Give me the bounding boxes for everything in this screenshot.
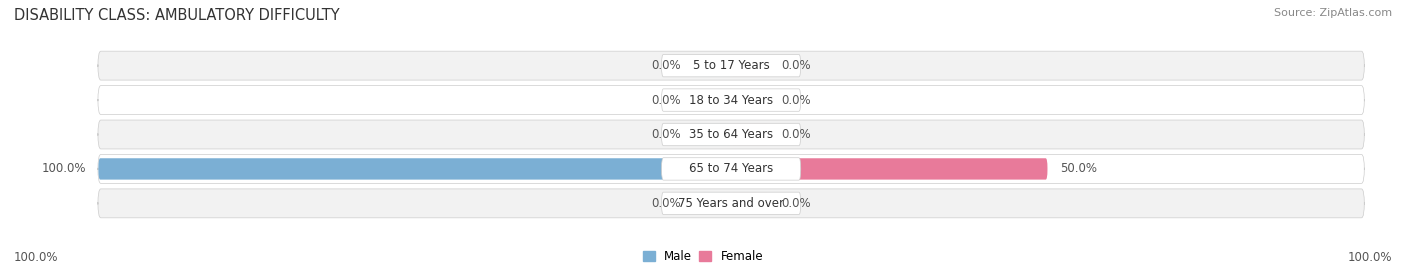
FancyBboxPatch shape (693, 89, 731, 111)
FancyBboxPatch shape (661, 123, 800, 146)
Text: 100.0%: 100.0% (41, 162, 86, 175)
Text: 0.0%: 0.0% (651, 59, 681, 72)
FancyBboxPatch shape (661, 158, 800, 180)
Text: 18 to 34 Years: 18 to 34 Years (689, 94, 773, 107)
FancyBboxPatch shape (731, 89, 769, 111)
FancyBboxPatch shape (661, 89, 800, 111)
Text: Source: ZipAtlas.com: Source: ZipAtlas.com (1274, 8, 1392, 18)
Text: 75 Years and over: 75 Years and over (678, 197, 785, 210)
FancyBboxPatch shape (731, 124, 769, 145)
FancyBboxPatch shape (98, 189, 1364, 218)
Text: 0.0%: 0.0% (782, 94, 811, 107)
FancyBboxPatch shape (693, 193, 731, 214)
Text: 0.0%: 0.0% (782, 197, 811, 210)
Text: 50.0%: 50.0% (1060, 162, 1097, 175)
FancyBboxPatch shape (98, 154, 1364, 183)
FancyBboxPatch shape (693, 124, 731, 145)
Text: 100.0%: 100.0% (14, 251, 59, 264)
FancyBboxPatch shape (693, 55, 731, 76)
Text: 0.0%: 0.0% (782, 59, 811, 72)
FancyBboxPatch shape (731, 158, 1047, 180)
FancyBboxPatch shape (731, 193, 769, 214)
FancyBboxPatch shape (98, 51, 1364, 80)
Text: 35 to 64 Years: 35 to 64 Years (689, 128, 773, 141)
Text: 65 to 74 Years: 65 to 74 Years (689, 162, 773, 175)
Text: 0.0%: 0.0% (651, 197, 681, 210)
FancyBboxPatch shape (98, 86, 1364, 115)
FancyBboxPatch shape (731, 55, 769, 76)
Text: 0.0%: 0.0% (651, 94, 681, 107)
FancyBboxPatch shape (661, 192, 800, 215)
Text: 0.0%: 0.0% (782, 128, 811, 141)
Text: 100.0%: 100.0% (1347, 251, 1392, 264)
Text: 0.0%: 0.0% (651, 128, 681, 141)
Text: 5 to 17 Years: 5 to 17 Years (693, 59, 769, 72)
Text: DISABILITY CLASS: AMBULATORY DIFFICULTY: DISABILITY CLASS: AMBULATORY DIFFICULTY (14, 8, 340, 23)
Legend: Male, Female: Male, Female (643, 250, 763, 263)
FancyBboxPatch shape (98, 120, 1364, 149)
FancyBboxPatch shape (661, 54, 800, 77)
FancyBboxPatch shape (98, 158, 731, 180)
